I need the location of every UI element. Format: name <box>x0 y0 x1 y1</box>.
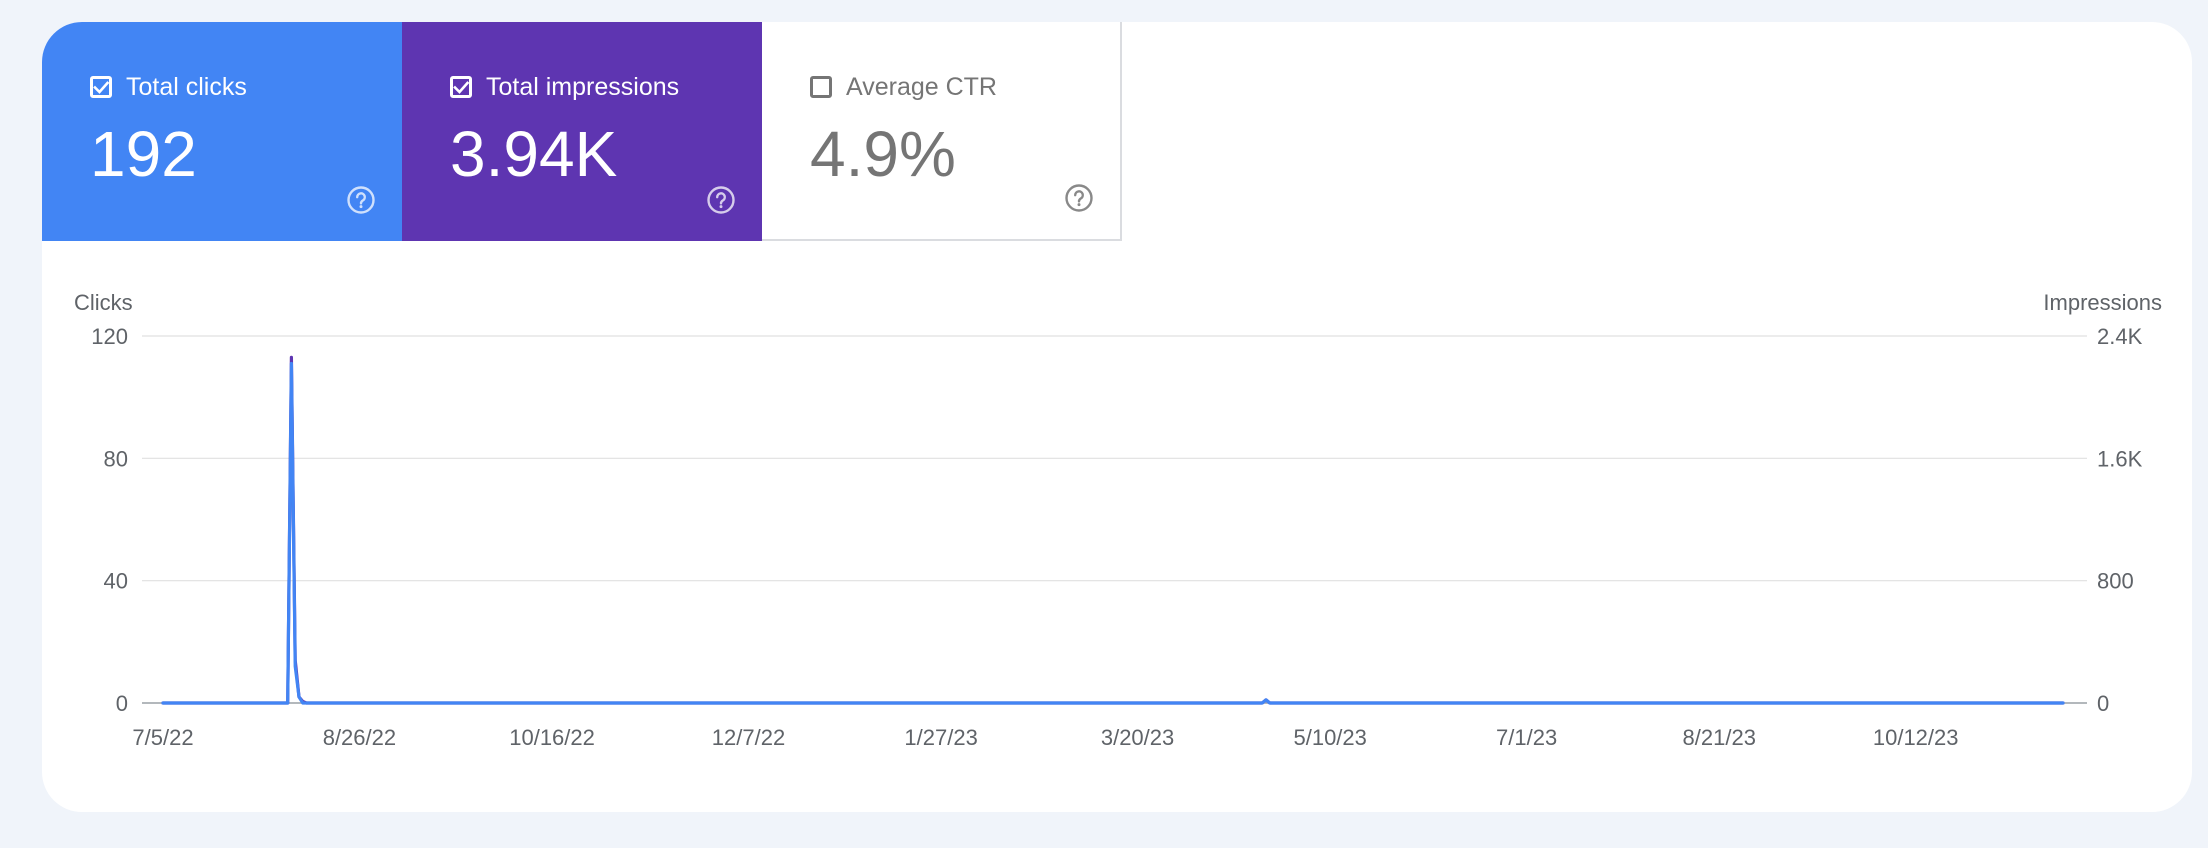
performance-card: Total clicks 192 Total impressions 3.94K <box>42 22 2192 812</box>
metric-value: 4.9% <box>810 118 956 190</box>
metric-toggle-impressions[interactable]: Total impressions <box>450 72 679 102</box>
x-axis-ticks: 7/5/22 8/26/22 10/16/22 12/7/22 1/27/23 3/20/… <box>132 725 1958 750</box>
checkbox-checked-icon[interactable] <box>90 76 112 98</box>
x-tick-label: 12/7/22 <box>712 725 785 750</box>
left-tick-label: 120 <box>91 324 128 349</box>
x-tick-label: 10/16/22 <box>509 725 595 750</box>
metric-value: 192 <box>90 118 197 190</box>
impressions-series-line <box>161 355 2065 705</box>
metric-toggle-ctr[interactable]: Average CTR <box>810 72 997 102</box>
x-tick-label: 7/1/23 <box>1496 725 1557 750</box>
left-tick-label: 0 <box>116 691 128 716</box>
x-tick-label: 10/12/23 <box>1873 725 1959 750</box>
metric-label: Total clicks <box>126 73 247 101</box>
gridlines <box>142 335 2087 704</box>
right-axis-ticks: 0 800 1.6K 2.4K <box>2097 324 2143 716</box>
x-tick-label: 5/10/23 <box>1293 725 1366 750</box>
metric-toggle-clicks[interactable]: Total clicks <box>90 72 247 102</box>
left-axis-title: Clicks <box>74 290 133 315</box>
right-tick-label: 2.4K <box>2097 324 2143 349</box>
right-axis-title: Impressions <box>2043 290 2162 315</box>
left-tick-label: 40 <box>104 569 128 594</box>
checkbox-unchecked-icon[interactable] <box>810 76 832 98</box>
clicks-series-line <box>161 361 2065 705</box>
x-tick-label: 3/20/23 <box>1101 725 1174 750</box>
metric-label: Total impressions <box>486 73 680 101</box>
x-tick-label: 7/5/22 <box>132 725 193 750</box>
help-circle-icon[interactable] <box>346 185 376 215</box>
help-circle-icon[interactable] <box>706 185 736 215</box>
x-tick-label: 8/26/22 <box>323 725 396 750</box>
right-tick-label: 0 <box>2097 691 2109 716</box>
left-axis-ticks: 0 40 80 120 <box>91 324 128 716</box>
metric-tile-total-clicks[interactable]: Total clicks 192 <box>42 22 402 241</box>
right-tick-label: 800 <box>2097 569 2134 594</box>
metric-tile-total-impressions[interactable]: Total impressions 3.94K <box>402 22 762 241</box>
metric-value: 3.94K <box>450 118 618 190</box>
series-lines <box>161 355 2065 705</box>
left-tick-label: 80 <box>104 446 128 471</box>
x-tick-label: 8/21/23 <box>1683 725 1756 750</box>
right-tick-label: 1.6K <box>2097 446 2143 471</box>
checkbox-checked-icon[interactable] <box>450 76 472 98</box>
metric-tiles: Total clicks 192 Total impressions 3.94K <box>42 22 1122 241</box>
help-circle-icon[interactable] <box>1064 183 1094 213</box>
performance-chart[interactable]: Clicks Impressions 0 40 80 120 0 800 1.6K 2.4K… <box>42 22 2192 812</box>
metric-label: Average CTR <box>846 73 997 101</box>
metric-tile-average-ctr[interactable]: Average CTR 4.9% <box>762 22 1122 241</box>
x-tick-label: 1/27/23 <box>904 725 977 750</box>
